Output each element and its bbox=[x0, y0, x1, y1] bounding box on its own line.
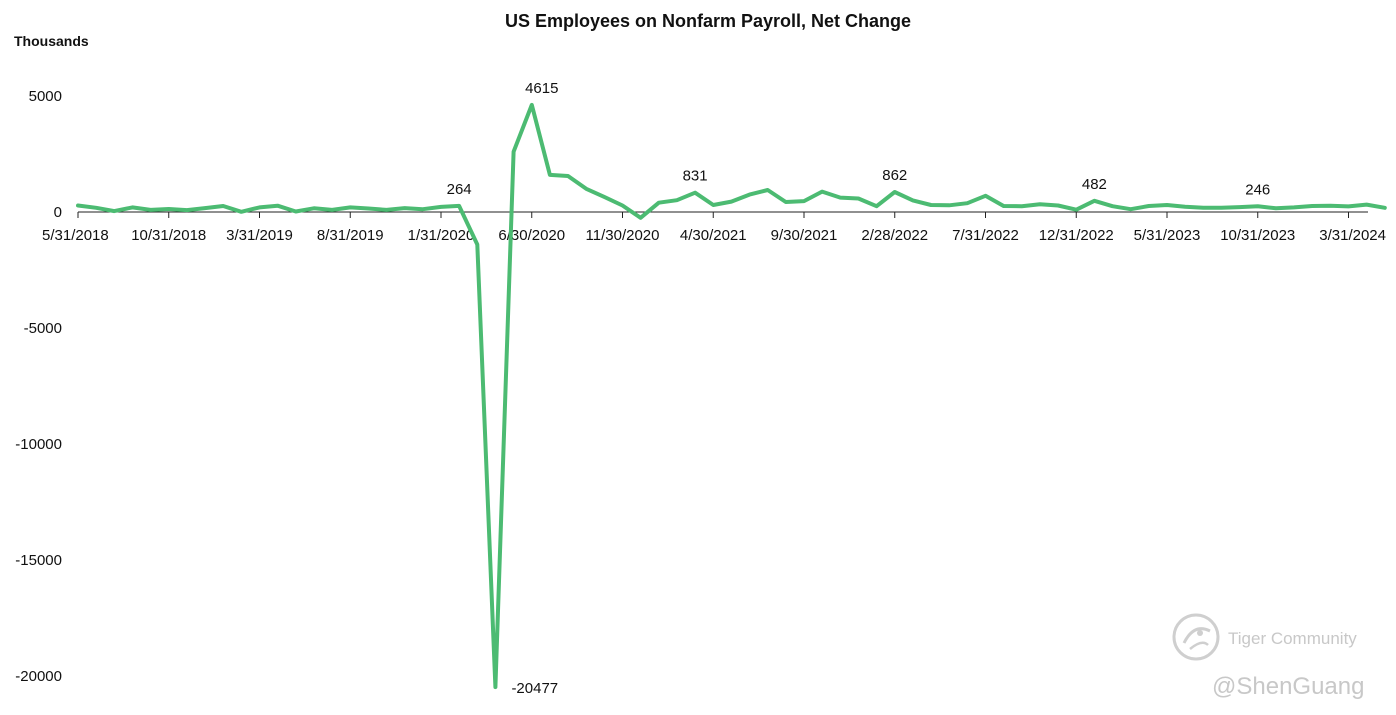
y-tick-label: 0 bbox=[54, 204, 62, 221]
data-label: 831 bbox=[683, 168, 708, 185]
x-tick-label: 9/30/2021 bbox=[771, 227, 838, 244]
x-tick-label: 10/31/2023 bbox=[1220, 227, 1295, 244]
x-tick-label: 4/30/2021 bbox=[680, 227, 747, 244]
data-label: 264 bbox=[447, 181, 472, 198]
y-axis-ticks: 5000 0 -5000 -10000 -15000 -20000 bbox=[15, 88, 62, 685]
y-tick-label: -10000 bbox=[15, 436, 62, 453]
x-tick-label: 5/31/2023 bbox=[1134, 227, 1201, 244]
x-axis: 5/31/2018 10/31/2018 3/31/2019 8/31/2019 1/3… bbox=[42, 211, 1386, 244]
data-label: 246 bbox=[1245, 181, 1270, 198]
x-tick-label: 12/31/2022 bbox=[1039, 227, 1114, 244]
data-label: 4615 bbox=[525, 80, 558, 97]
chart-title: US Employees on Nonfarm Payroll, Net Cha… bbox=[505, 11, 911, 31]
y-tick-label: -5000 bbox=[24, 320, 62, 337]
x-tick-label: 2/28/2022 bbox=[861, 227, 928, 244]
x-tick-label: 10/31/2018 bbox=[131, 227, 206, 244]
watermark-brand: Tiger Community bbox=[1228, 629, 1357, 648]
watermark: Tiger Community @ShenGuang bbox=[1172, 613, 1364, 700]
x-tick-label: 6/30/2020 bbox=[498, 227, 565, 244]
watermark-handle: @ShenGuang bbox=[1212, 673, 1364, 700]
tiger-logo-icon bbox=[1172, 613, 1220, 661]
x-tick-label: 3/31/2019 bbox=[226, 227, 293, 244]
x-tick-label: 7/31/2022 bbox=[952, 227, 1019, 244]
y-tick-label: 5000 bbox=[29, 88, 62, 105]
data-labels: 264 -20477 4615 831 862 482 246 bbox=[447, 80, 1271, 697]
x-tick-label: 3/31/2024 bbox=[1319, 227, 1386, 244]
data-label: 862 bbox=[882, 167, 907, 184]
x-tick-label: 1/31/2020 bbox=[408, 227, 475, 244]
series-line bbox=[76, 102, 1387, 690]
x-tick-label: 11/30/2020 bbox=[586, 227, 660, 244]
x-tick-label: 8/31/2019 bbox=[317, 227, 384, 244]
series-line-group bbox=[76, 102, 1387, 690]
data-label: -20477 bbox=[511, 680, 558, 697]
y-axis-unit-label: Thousands bbox=[14, 33, 89, 49]
data-label: 482 bbox=[1082, 176, 1107, 193]
x-tick-label: 5/31/2018 bbox=[42, 227, 109, 244]
y-tick-label: -20000 bbox=[15, 668, 62, 685]
y-tick-label: -15000 bbox=[15, 552, 62, 569]
